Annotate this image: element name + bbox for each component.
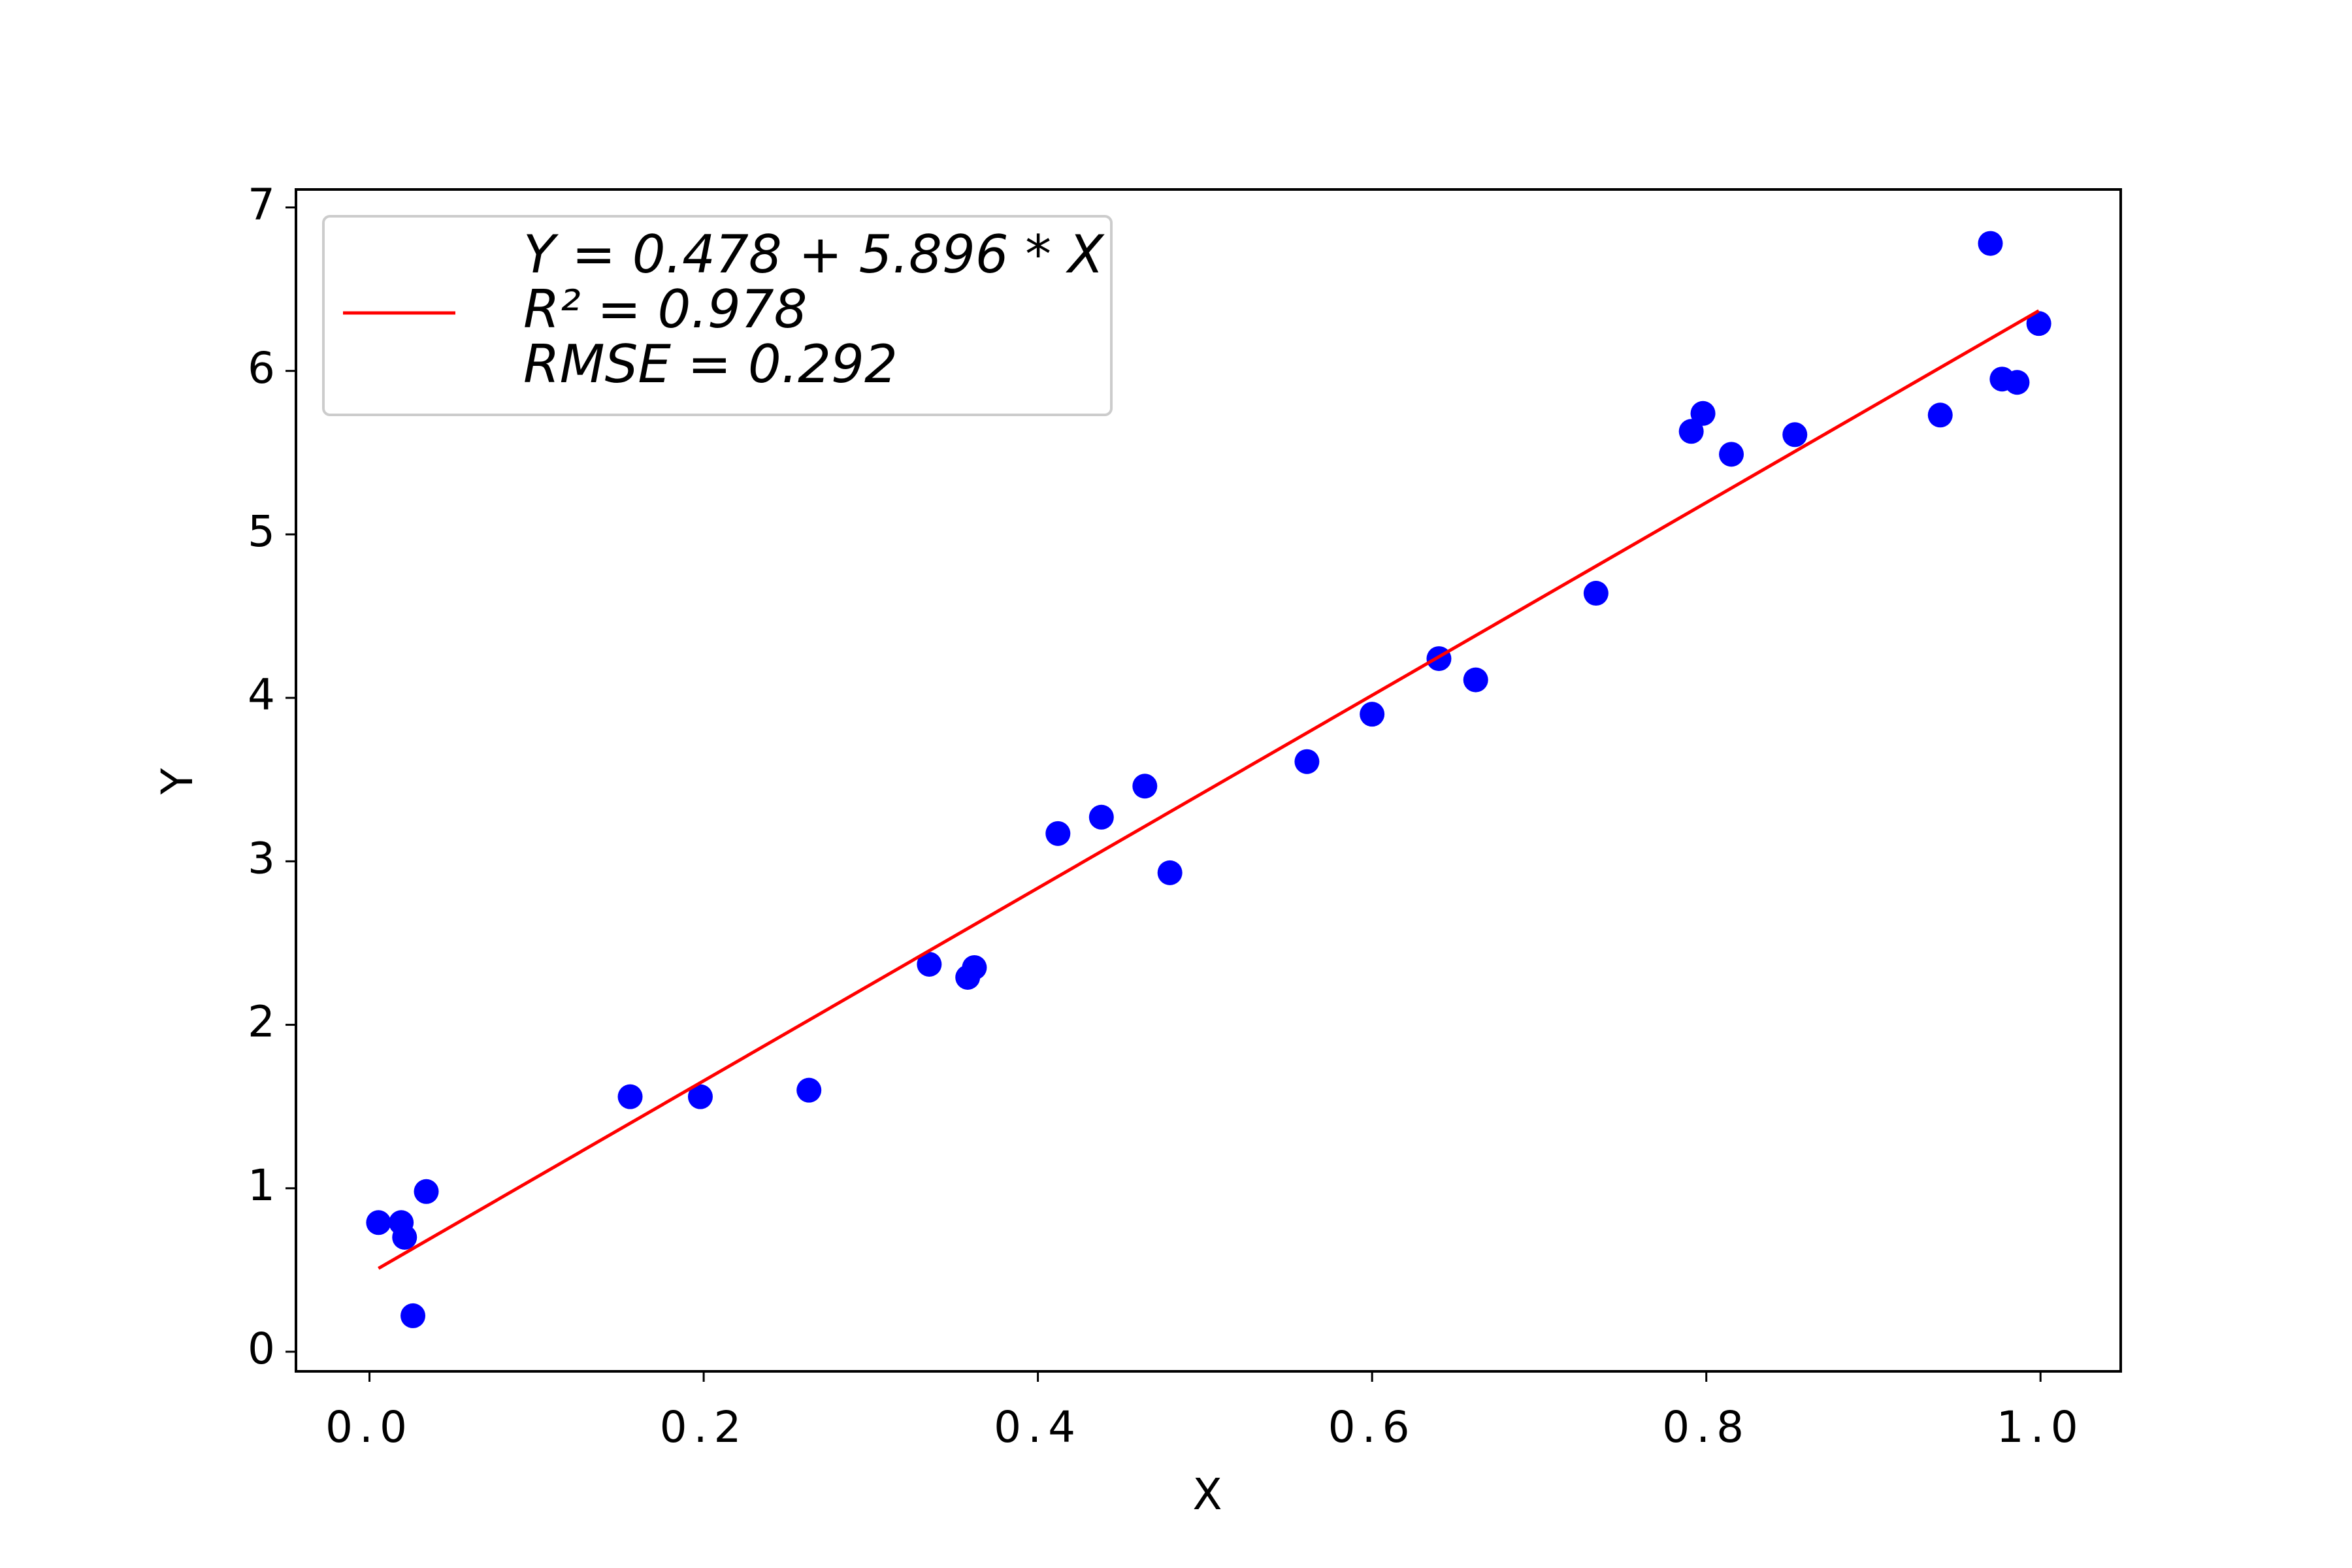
point (2026, 311, 2051, 336)
x-axis-label: X (1192, 1469, 1222, 1520)
y-tick-label: 4 (248, 670, 275, 720)
point (617, 1084, 643, 1109)
point (917, 951, 942, 977)
x-tick-label: 0.8 (1662, 1402, 1750, 1452)
point (1678, 419, 1704, 444)
point (1463, 667, 1488, 693)
point (1583, 581, 1609, 606)
x-tick-label: 0.0 (325, 1402, 414, 1452)
point (1978, 231, 2003, 256)
x-tick-label: 0.2 (660, 1402, 748, 1452)
fit-line (378, 309, 2040, 1270)
x-tick-label: 0.6 (1328, 1402, 1416, 1452)
legend-label: R² = 0.978 (523, 279, 808, 340)
point (1294, 749, 1320, 774)
point (414, 1179, 439, 1204)
y-tick-label: 0 (248, 1324, 275, 1374)
y-tick-label: 1 (248, 1160, 275, 1211)
legend-box (322, 215, 1113, 416)
y-tick-label: 3 (248, 833, 275, 883)
y-tick-label: 5 (248, 506, 275, 557)
point (1132, 774, 1158, 799)
y-tick-label: 7 (248, 180, 275, 230)
point (796, 1077, 822, 1103)
point (1157, 860, 1183, 885)
point (1690, 400, 1716, 426)
plot-frame (295, 188, 2122, 1373)
y-tick-label: 6 (248, 343, 275, 393)
point (1045, 821, 1071, 846)
x-tick-label: 0.4 (994, 1402, 1082, 1452)
point (1719, 442, 1744, 467)
y-tick-label: 2 (248, 997, 275, 1047)
point (1782, 422, 1808, 448)
point (1088, 804, 1114, 830)
point (1360, 702, 1385, 727)
point (392, 1224, 417, 1250)
x-tick-label: 1.0 (1997, 1402, 2085, 1452)
point (962, 955, 987, 980)
point (2004, 370, 2030, 395)
point (366, 1210, 391, 1235)
legend-label: Y = 0.478 + 5.896 * X (523, 224, 1105, 285)
point (400, 1303, 426, 1328)
point (1927, 402, 1953, 428)
y-axis-label: Y (152, 768, 203, 795)
point (687, 1084, 713, 1109)
legend-label: RMSE = 0.292 (523, 334, 898, 395)
